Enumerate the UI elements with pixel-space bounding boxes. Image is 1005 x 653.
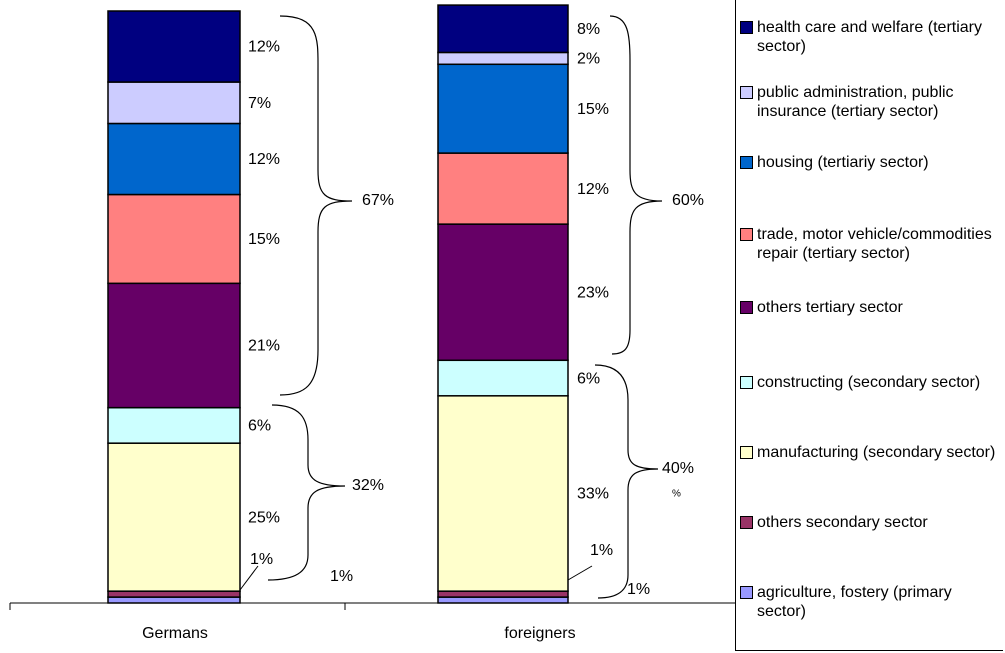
bracket bbox=[609, 15, 663, 355]
bar-segment bbox=[437, 359, 569, 397]
annotation: 67% bbox=[362, 192, 394, 209]
data-label: 6% bbox=[577, 370, 600, 387]
data-label: 1% bbox=[590, 542, 613, 559]
data-label: 1% bbox=[627, 581, 650, 598]
bar-segment bbox=[437, 152, 569, 225]
data-label: 25% bbox=[248, 509, 280, 526]
bar-segment bbox=[437, 4, 569, 54]
legend-entry: agriculture, fostery (primary sector) bbox=[740, 583, 1002, 621]
data-label: 12% bbox=[248, 151, 280, 168]
legend-swatch bbox=[740, 156, 753, 169]
legend-swatch bbox=[740, 586, 753, 599]
data-label: 21% bbox=[248, 338, 280, 355]
data-label: 15% bbox=[577, 101, 609, 118]
legend-entry: others secondary sector bbox=[740, 513, 1002, 532]
legend-swatch bbox=[740, 446, 753, 459]
bar-segment bbox=[107, 590, 241, 598]
annotation: % bbox=[672, 489, 681, 500]
legend: health care and welfare (tertiary sector… bbox=[735, 0, 1003, 651]
legend-label: public administration, public insurance … bbox=[757, 84, 954, 120]
bar-segment bbox=[107, 596, 241, 604]
bar-segment bbox=[437, 395, 569, 592]
legend-entry: others tertiary sector bbox=[740, 298, 1002, 317]
bar-segment bbox=[437, 596, 569, 604]
legend-label: health care and welfare (tertiary sector… bbox=[757, 19, 982, 55]
data-label: 2% bbox=[577, 51, 600, 68]
legend-label: others tertiary sector bbox=[757, 299, 903, 316]
data-label: 1% bbox=[250, 551, 273, 568]
data-label: 7% bbox=[248, 95, 271, 112]
annotation: 60% bbox=[672, 192, 704, 209]
data-label: 6% bbox=[248, 418, 271, 435]
legend-label: constructing (secondary sector) bbox=[757, 374, 981, 391]
annotation: 32% bbox=[352, 477, 384, 494]
legend-entry: health care and welfare (tertiary sector… bbox=[740, 18, 1002, 56]
bar-segment bbox=[107, 406, 241, 444]
bar-segment bbox=[437, 51, 569, 66]
x-tick-label: foreigners bbox=[504, 625, 575, 642]
bar-segment bbox=[107, 442, 241, 592]
legend-entry: public administration, public insurance … bbox=[740, 83, 1002, 121]
legend-swatch bbox=[740, 516, 753, 529]
legend-swatch bbox=[740, 228, 753, 241]
chart: Germans 1% 1% 25% 6% 21% 15% 12% 7% 12% foreigners… bbox=[9, 4, 735, 642]
data-label: 12% bbox=[248, 39, 280, 56]
data-label: 33% bbox=[577, 486, 609, 503]
bar-segment bbox=[107, 122, 241, 196]
data-label: 15% bbox=[248, 231, 280, 248]
legend-swatch bbox=[740, 21, 753, 34]
data-label: 12% bbox=[577, 181, 609, 198]
data-label: 1% bbox=[330, 568, 353, 585]
bar-segment bbox=[437, 63, 569, 154]
bar-segment bbox=[437, 223, 569, 362]
leader-line bbox=[567, 565, 593, 581]
legend-swatch bbox=[740, 376, 753, 389]
legend-swatch bbox=[740, 301, 753, 314]
legend-label: housing (tertiariy sector) bbox=[757, 154, 929, 171]
legend-entry: trade, motor vehicle/commodities repair … bbox=[740, 225, 1002, 263]
brackets bbox=[267, 15, 663, 599]
legend-label: agriculture, fostery (primary sector) bbox=[757, 584, 952, 620]
bracket bbox=[267, 404, 346, 581]
bar-segment bbox=[107, 282, 241, 409]
bar-segment bbox=[107, 10, 241, 83]
legend-label: trade, motor vehicle/commodities repair … bbox=[757, 226, 992, 262]
legend-label: others secondary sector bbox=[757, 514, 928, 531]
leader-line bbox=[239, 565, 259, 591]
bar-segment bbox=[437, 590, 569, 598]
bracket bbox=[594, 364, 659, 599]
data-label: 23% bbox=[577, 284, 609, 301]
legend-swatch bbox=[740, 86, 753, 99]
legend-entry: constructing (secondary sector) bbox=[740, 373, 1002, 392]
legend-entry: manufacturing (secondary sector) bbox=[740, 443, 1002, 462]
bar-segment bbox=[107, 81, 241, 125]
annotation: 40% bbox=[662, 460, 694, 477]
bracket bbox=[279, 15, 353, 396]
legend-label: manufacturing (secondary sector) bbox=[757, 444, 996, 461]
legend-entry: housing (tertiariy sector) bbox=[740, 153, 1002, 172]
bar-segment bbox=[107, 193, 241, 285]
x-tick-label: Germans bbox=[142, 625, 208, 642]
data-label: 8% bbox=[577, 21, 600, 38]
